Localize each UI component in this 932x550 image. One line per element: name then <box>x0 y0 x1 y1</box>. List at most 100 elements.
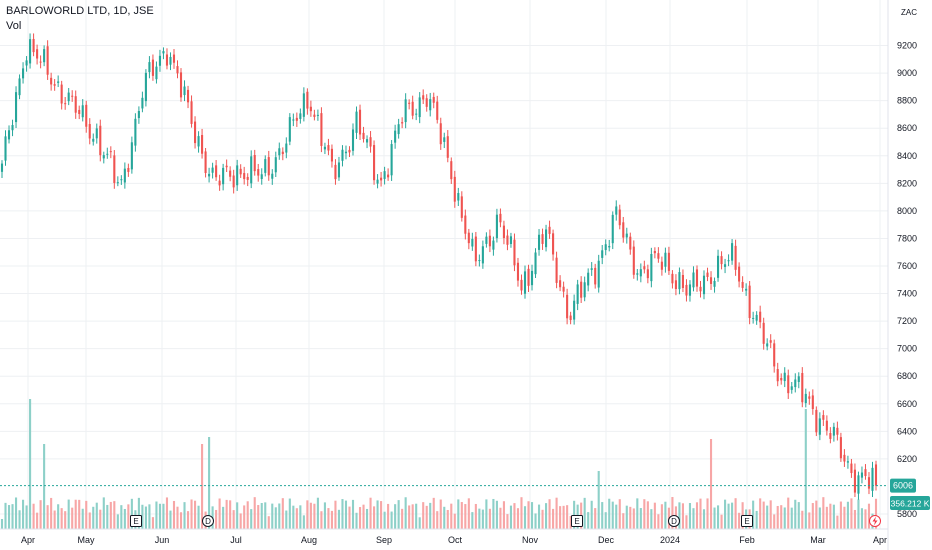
candle-body <box>204 151 207 174</box>
earnings-marker[interactable]: E <box>741 515 753 527</box>
candle-body <box>471 238 474 247</box>
candle-body <box>846 461 849 463</box>
svg-text:E: E <box>744 517 749 526</box>
volume-bar <box>559 506 562 529</box>
candle-body <box>450 161 453 180</box>
volume-bar <box>274 507 277 529</box>
candle-body <box>432 96 435 103</box>
earnings-marker[interactable]: E <box>571 515 583 527</box>
candle-body <box>341 149 344 161</box>
candle-body <box>358 109 362 135</box>
volume-bar <box>239 513 242 529</box>
candle-body <box>618 209 621 226</box>
currency-label: ZAC <box>901 8 917 17</box>
volume-bar <box>787 497 790 529</box>
candle-body <box>295 117 298 121</box>
candle-body <box>39 61 42 63</box>
candle-body <box>523 271 527 294</box>
candle-body <box>745 288 748 291</box>
volume-bar <box>850 498 853 529</box>
candle-body <box>401 122 404 124</box>
candle-body <box>527 268 530 286</box>
volume-label[interactable]: Vol <box>6 20 22 32</box>
volume-bar <box>629 506 632 529</box>
volume-bar <box>190 499 193 529</box>
volume-bar <box>113 501 116 529</box>
candle-body <box>815 409 818 433</box>
volume-bar <box>822 497 825 529</box>
candle-body <box>351 129 355 151</box>
volume-bar <box>29 399 32 529</box>
volume-bar <box>401 508 404 529</box>
volume-bar <box>57 504 60 529</box>
candle-body <box>92 138 95 142</box>
candle-body <box>64 103 67 105</box>
lightning-icon[interactable] <box>869 515 881 527</box>
candle-body <box>127 167 130 172</box>
volume-bar <box>846 501 849 529</box>
candle-body <box>615 206 618 215</box>
y-tick-label: 9200 <box>897 41 917 51</box>
candle-body <box>169 56 172 65</box>
volume-bar <box>232 510 235 529</box>
y-tick-label: 6400 <box>897 426 917 436</box>
volume-bar <box>373 506 376 529</box>
volume-bar <box>650 509 653 529</box>
volume-bar <box>874 498 878 529</box>
candle-body <box>418 97 421 118</box>
volume-bar <box>302 515 305 529</box>
volume-bar <box>278 503 281 529</box>
volume-bar <box>92 506 95 529</box>
candle-body <box>860 472 864 478</box>
candle-body <box>545 229 548 248</box>
y-tick-label: 7000 <box>897 344 917 354</box>
candle-body <box>776 369 779 382</box>
volume-bar <box>53 510 56 529</box>
x-tick-label: Mar <box>810 535 826 545</box>
volume-bar <box>797 502 800 529</box>
dividend-marker[interactable]: D <box>202 515 214 527</box>
candle-body <box>829 433 832 439</box>
x-tick-label: 2024 <box>660 535 680 545</box>
x-tick-label: Apr <box>873 535 887 545</box>
candle-body <box>257 169 260 176</box>
volume-bar <box>573 500 576 529</box>
candle-body <box>871 467 874 491</box>
volume-bar <box>825 506 828 529</box>
candle-body <box>422 95 425 100</box>
volume-bar <box>334 500 337 529</box>
x-tick-label: Jul <box>230 535 242 545</box>
volume-bar <box>85 500 88 529</box>
candle-body <box>18 78 21 96</box>
volume-bar <box>808 512 811 529</box>
candle-body <box>390 144 393 176</box>
candle-body <box>625 233 628 238</box>
candle-body <box>794 379 797 388</box>
candle-body <box>302 93 305 117</box>
volume-bar <box>622 513 625 529</box>
candle-body <box>229 170 232 177</box>
volume-bar <box>295 508 298 529</box>
symbol-title[interactable]: BARLOWORLD LTD, 1D, JSE <box>6 5 154 17</box>
volume-bar <box>643 499 646 529</box>
earnings-marker[interactable]: E <box>130 515 142 527</box>
candle-body <box>520 279 523 291</box>
volume-bar <box>46 505 49 529</box>
candle-body <box>267 157 270 176</box>
volume-bar <box>611 501 614 529</box>
volume-bar <box>702 509 706 529</box>
volume-bar <box>243 505 246 529</box>
volume-bar <box>257 505 260 529</box>
volume-bar <box>137 497 140 529</box>
x-tick-label: Aug <box>301 535 317 545</box>
volume-bars <box>0 399 878 529</box>
y-tick-label: 9000 <box>897 68 917 78</box>
candle-body <box>741 281 744 288</box>
price-axis: 9200 9000 8800 8600 8400 8200 8000 7800 7600 7400… <box>897 41 917 519</box>
candle-body <box>215 165 218 178</box>
candle-body <box>211 167 214 173</box>
candle-body <box>292 119 295 121</box>
dividend-marker[interactable]: D <box>668 515 680 527</box>
